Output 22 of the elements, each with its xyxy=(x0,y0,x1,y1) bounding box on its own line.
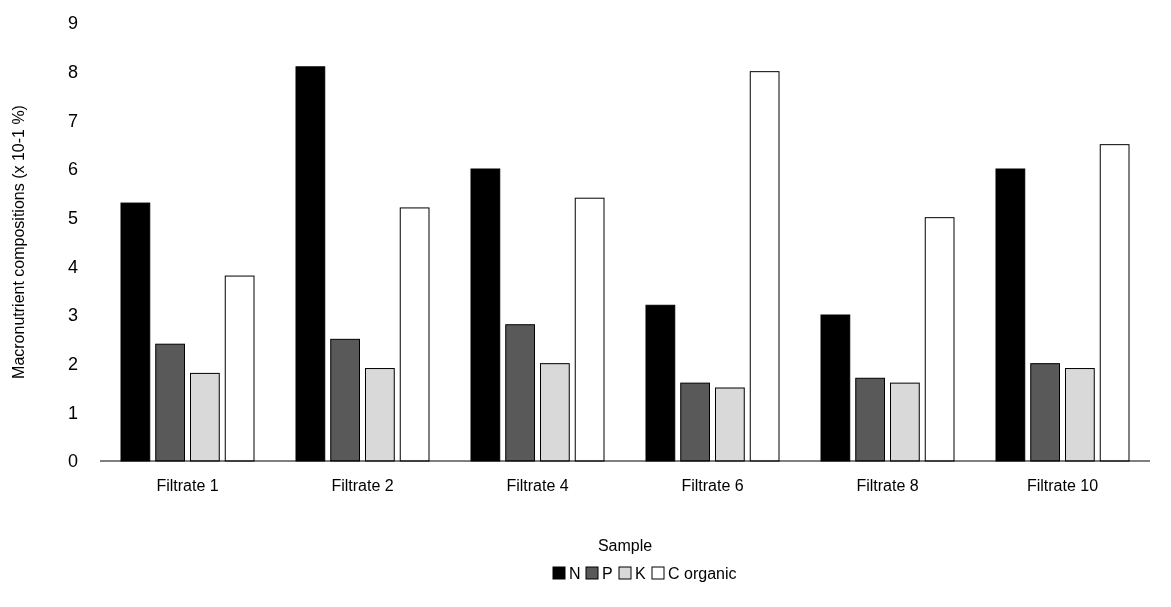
y-tick-label: 7 xyxy=(67,110,78,131)
x-tick-label: Filtrate 4 xyxy=(506,477,569,494)
y-axis-title: Macronutrient compositions (x 10-1 %) xyxy=(10,105,27,379)
legend-label: P xyxy=(602,565,613,582)
y-tick-label: 3 xyxy=(67,305,78,326)
x-tick-label: Filtrate 8 xyxy=(856,477,919,494)
y-tick-label: 8 xyxy=(67,61,78,82)
y-tick-label: 6 xyxy=(67,159,78,180)
x-axis-title: Sample xyxy=(597,537,653,554)
x-tick-label: Filtrate 10 xyxy=(1026,477,1099,494)
y-tick-label: 5 xyxy=(67,207,78,228)
x-tick-label: Filtrate 2 xyxy=(331,477,394,494)
y-tick-label: 9 xyxy=(67,13,78,34)
y-tick-label: 2 xyxy=(67,353,78,374)
y-tick-label: 1 xyxy=(67,402,78,423)
legend-label: N xyxy=(569,565,581,582)
y-tick-label: 4 xyxy=(67,256,78,277)
x-tick-label: Filtrate 6 xyxy=(681,477,744,494)
legend-label: K xyxy=(635,565,646,582)
legend-label: C organic xyxy=(668,565,737,582)
x-tick-label: Filtrate 1 xyxy=(156,477,219,494)
y-tick-label: 0 xyxy=(67,451,78,472)
